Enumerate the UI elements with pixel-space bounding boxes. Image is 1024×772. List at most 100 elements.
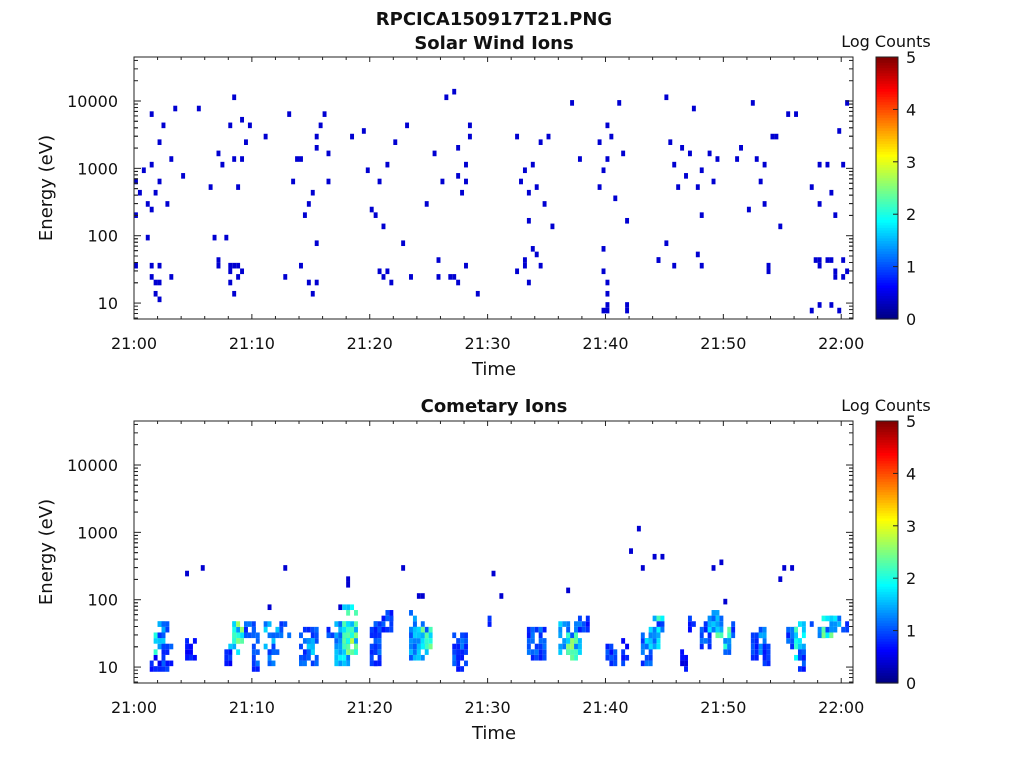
cometary-data-cell [161,621,166,627]
solar-wind-data-cell [460,189,465,196]
solar-wind-data-cell [530,161,535,168]
cometary-colorbar-step [876,515,898,519]
solar-wind-data-cell [381,223,386,230]
cometary-data-cell [464,660,468,667]
solar-wind-data-cell [699,167,704,174]
cometary-data-cell [817,626,822,633]
cometary-colorbar-step [876,481,898,485]
cometary-colorbar-step [876,677,898,681]
solar-wind-colorbar-step [876,282,898,286]
cometary-data-cell [342,654,347,661]
cometary-data-cell [255,660,260,667]
cometary-data-cell [703,638,708,644]
cometary-data-cell [310,632,315,639]
cometary-colorbar-step [876,646,898,650]
cometary-data-cell [574,638,578,644]
solar-wind-data-cell [542,201,547,207]
cometary-data-cell [302,654,307,661]
solar-wind-data-cell [236,184,241,190]
cometary-colorbar-step [876,449,898,454]
cometary-colorbar-step [876,617,898,621]
solar-wind-colorbar-step [876,201,898,205]
cometary-colorbar-step [876,520,898,524]
cometary-data-cell [232,643,237,650]
cometary-data-cell [845,626,850,633]
cometary-data-cell [377,649,382,655]
solar-wind-colorbar-tick-label: 3 [906,153,916,172]
solar-wind-data-cell [833,212,838,218]
cometary-data-cell [621,649,626,655]
solar-wind-colorbar-step [876,237,898,241]
cometary-data-cell [570,638,575,644]
cometary-data-cell [185,643,190,650]
cometary-x-tick-label: 21:20 [347,698,393,717]
cometary-colorbar-tick-label: 1 [906,622,916,641]
cometary-data-cell [542,626,547,633]
solar-wind-data-cell [157,178,162,185]
solar-wind-x-tick-label: 21:00 [111,334,157,353]
cometary-data-cell [255,666,260,672]
cometary-data-cell [829,621,834,627]
cometary-data-cell [790,643,795,650]
cometary-data-cell [570,649,575,655]
cometary-data-cell [809,621,814,627]
cometary-colorbar-step [876,502,898,506]
cometary-data-cell [244,626,248,633]
cometary-data-cell [719,621,724,627]
solar-wind-data-cell [377,268,382,275]
solar-wind-colorbar-step [876,91,898,95]
cometary-data-cell [526,626,531,633]
cometary-data-cell [542,638,547,644]
cometary-data-cell [754,654,759,661]
cometary-data-cell [236,638,241,644]
cometary-data-cell [354,643,358,650]
cometary-data-cell [782,565,787,571]
cometary-data-cell [456,666,461,672]
solar-wind-x-label: Time [471,359,516,380]
solar-wind-colorbar-step [876,313,898,317]
cometary-data-cell [833,621,838,627]
cometary-data-cell [625,643,630,650]
cometary-data-cell [412,632,417,639]
solar-wind-colorbar-step [876,101,898,105]
cometary-colorbar-step [876,627,898,632]
solar-wind-data-cell [236,274,241,280]
solar-wind-colorbar-step [876,185,898,189]
solar-wind-data-cell [181,173,186,179]
cometary-data-cell [161,632,166,639]
cometary-data-cell [723,638,728,644]
cometary-colorbar-step [876,470,898,474]
cometary-data-cell [648,626,653,633]
cometary-data-cell [648,654,653,661]
cometary-data-cell [762,660,767,667]
solar-wind-data-cell [141,167,146,174]
cometary-data-cell [821,632,826,639]
cometary-data-cell [338,638,343,644]
cometary-data-cell [456,649,461,655]
cometary-data-cell [165,621,170,627]
cometary-data-cell [699,638,704,644]
cometary-data-cell [605,654,610,661]
solar-wind-colorbar-step [876,62,898,66]
cometary-data-cell [558,632,563,639]
cometary-data-cell [192,638,197,644]
cometary-data-cell [797,643,802,650]
cometary-colorbar-step [876,669,898,674]
solar-wind-data-cell [369,206,374,213]
solar-wind-colorbar-tick-label: 4 [906,100,916,119]
solar-wind-data-cell [291,178,296,185]
cometary-data-cell [762,649,767,655]
cometary-data-cell [385,615,390,622]
cometary-data-cell [460,643,465,650]
cometary-colorbar-step [876,662,898,666]
cometary-data-cell [801,632,806,639]
cometary-data-cell [656,638,661,644]
cometary-data-cell [354,638,358,644]
solar-wind-data-cell [695,184,700,190]
cometary-data-cell [574,632,578,639]
cometary-data-cell [656,615,661,622]
cometary-data-cell [538,654,543,661]
cometary-data-cell [797,638,802,644]
cometary-data-cell [684,660,688,667]
cometary-data-cell [794,638,798,644]
